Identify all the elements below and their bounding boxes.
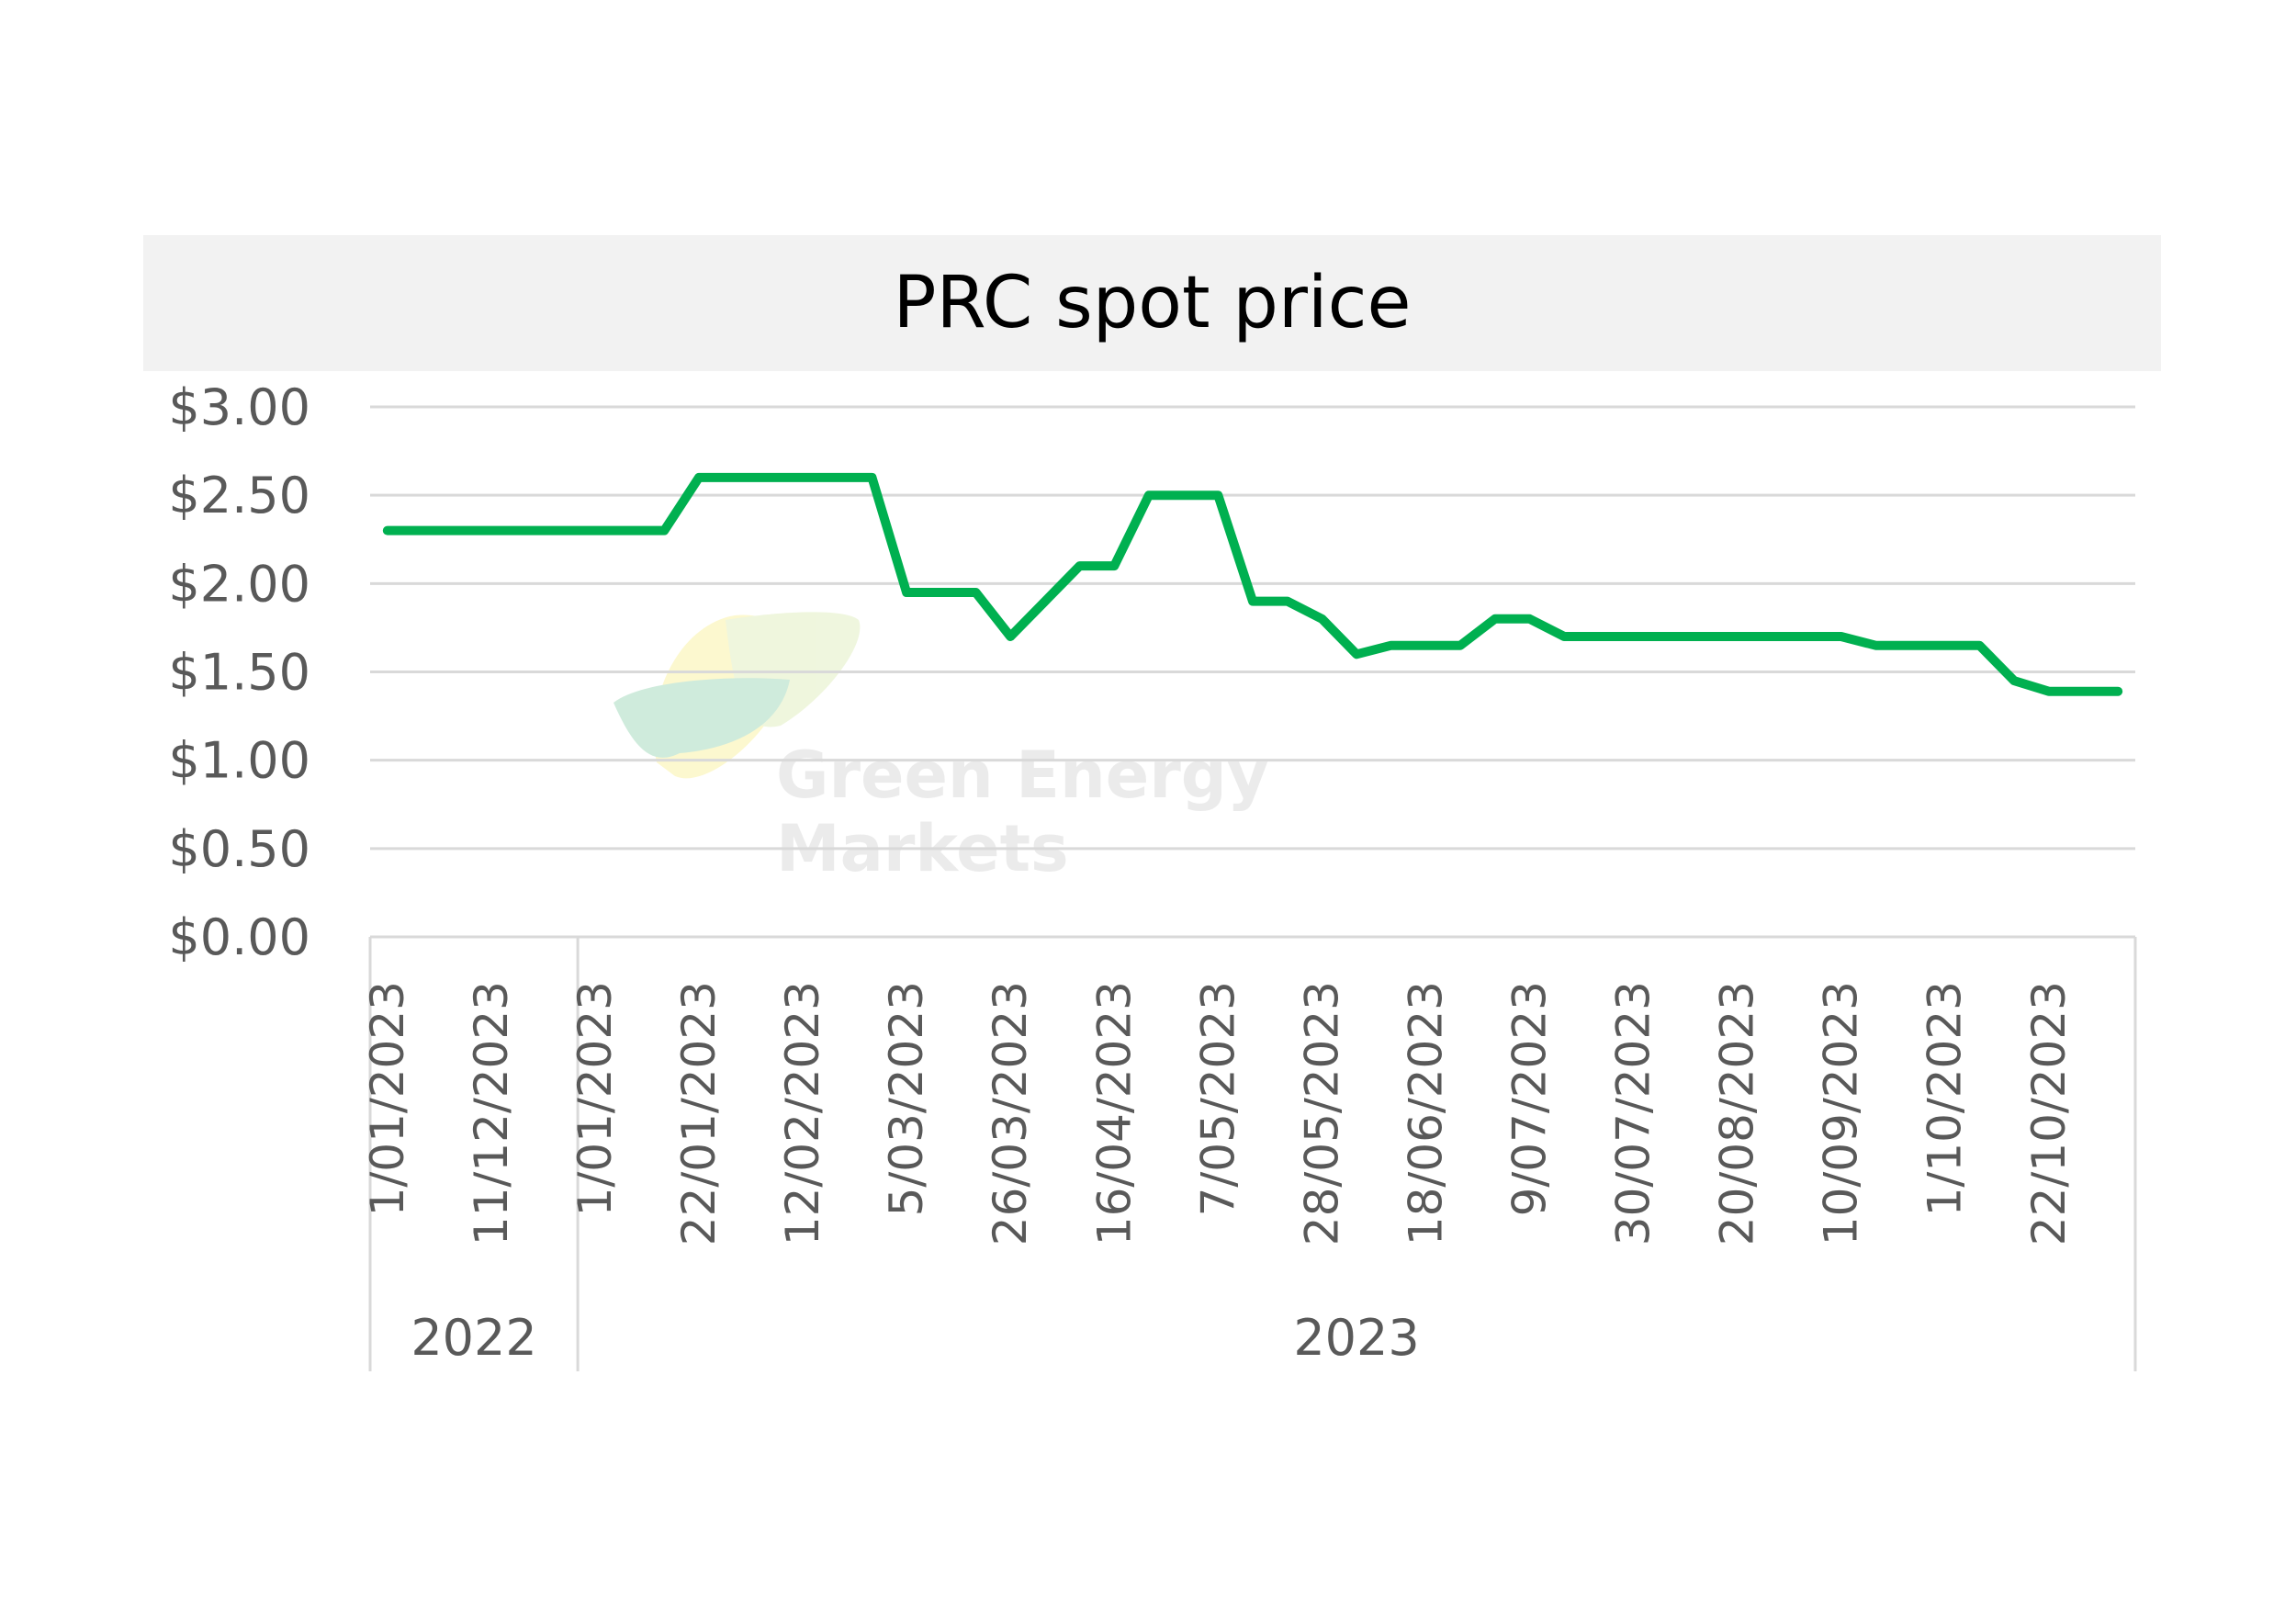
x-tick-label: 10/09/2023 — [1815, 981, 1868, 1245]
year-group-label: 2023 — [1293, 1309, 1419, 1367]
chart-title: PRC spot price — [893, 262, 1412, 344]
x-tick-label: 30/07/2023 — [1607, 981, 1660, 1245]
watermark-text-line1: Green Energy — [776, 738, 1269, 813]
x-tick-label: 26/03/2023 — [984, 981, 1037, 1245]
y-tick-label: $0.00 — [168, 908, 310, 966]
x-tick-label: 16/04/2023 — [1087, 981, 1141, 1245]
y-tick-label: $2.00 — [168, 555, 310, 613]
x-tick-label: 20/08/2023 — [1711, 981, 1764, 1245]
x-tick-label: 28/05/2023 — [1295, 981, 1348, 1245]
x-tick-label: 1/01/2023 — [361, 981, 414, 1216]
series-line — [382, 472, 2123, 696]
x-tick-label: 5/03/2023 — [880, 981, 933, 1216]
y-tick-label: $3.00 — [168, 378, 310, 436]
x-tick-label: 1/01/2023 — [568, 981, 622, 1216]
year-group-label: 2022 — [411, 1309, 536, 1367]
y-tick-label: $0.50 — [168, 820, 310, 878]
chart-title-bar: PRC spot price — [143, 235, 2161, 371]
x-tick-label: 11/12/2023 — [465, 981, 518, 1245]
x-tick-label: 7/05/2023 — [1191, 981, 1244, 1216]
y-tick-label: $2.50 — [168, 467, 310, 524]
x-tick-label: 1/10/2023 — [1919, 981, 1972, 1216]
y-tick-label: $1.50 — [168, 644, 310, 702]
x-tick-label: 22/01/2023 — [672, 981, 726, 1245]
x-tick-label: 22/10/2023 — [2022, 981, 2076, 1245]
watermark-logo: Green Energy Markets — [613, 612, 1269, 886]
x-tick-label: 12/02/2023 — [776, 981, 829, 1245]
x-tick-label: 18/06/2023 — [1399, 981, 1452, 1245]
y-tick-label: $1.00 — [168, 732, 310, 790]
watermark-leaf-green — [613, 678, 790, 758]
x-tick-label: 9/07/2023 — [1503, 981, 1556, 1216]
